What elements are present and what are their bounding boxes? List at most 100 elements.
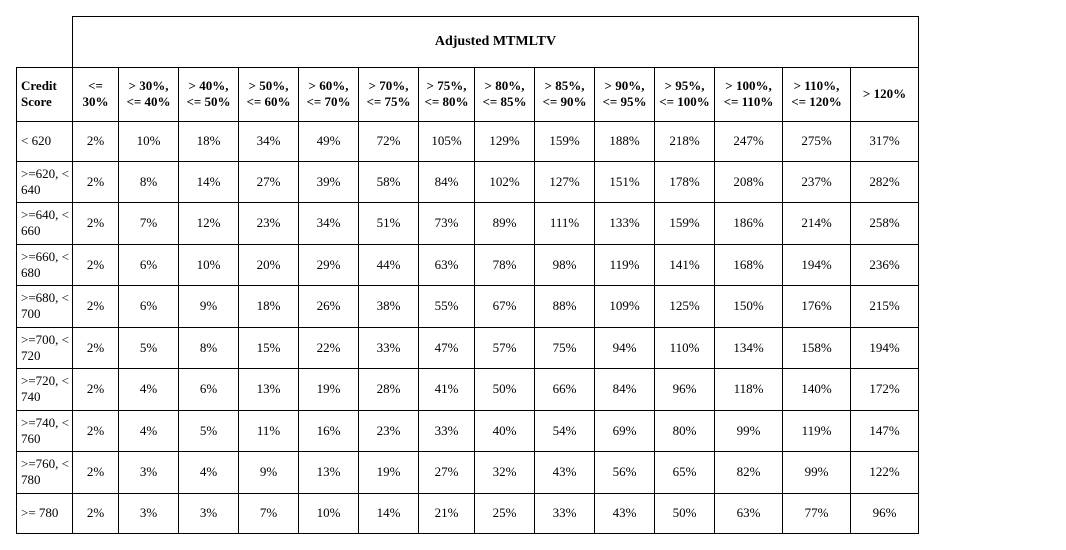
col-header-10: > 95%, <= 100% — [655, 68, 715, 122]
col-header-3: > 50%, <= 60% — [239, 68, 299, 122]
table-row: >=620, < 6402%8%14%27%39%58%84%102%127%1… — [17, 161, 971, 203]
cell-r4-c7: 67% — [475, 286, 535, 328]
cell-r7-c0: 2% — [73, 410, 119, 452]
cell-r1-c5: 58% — [359, 161, 419, 203]
cell-r4-c3: 18% — [239, 286, 299, 328]
cell-r8-c2: 4% — [179, 452, 239, 494]
cell-r0-c6: 105% — [419, 121, 475, 161]
cell-r9-c10: 50% — [655, 493, 715, 533]
cell-r7-c9: 69% — [595, 410, 655, 452]
cell-r2-c4: 34% — [299, 203, 359, 245]
cell-r9-c3: 7% — [239, 493, 299, 533]
cell-r7-c11: 99% — [715, 410, 783, 452]
cell-r3-c5: 44% — [359, 244, 419, 286]
cell-r5-c9: 94% — [595, 327, 655, 369]
cell-r8-c4: 13% — [299, 452, 359, 494]
cell-r8-c13: 122% — [851, 452, 919, 494]
cell-r6-c1: 4% — [119, 369, 179, 411]
cell-r0-c13: 317% — [851, 121, 919, 161]
row-header-2: >=640, < 660 — [17, 203, 73, 245]
cell-r9-c8: 33% — [535, 493, 595, 533]
cell-r3-c11: 168% — [715, 244, 783, 286]
col-header-7: > 80%, <= 85% — [475, 68, 535, 122]
cell-r8-c6: 27% — [419, 452, 475, 494]
cell-r1-c0: 2% — [73, 161, 119, 203]
cell-r1-c11: 208% — [715, 161, 783, 203]
table-row: >=700, < 7202%5%8%15%22%33%47%57%75%94%1… — [17, 327, 971, 369]
cell-r3-c7: 78% — [475, 244, 535, 286]
cell-r6-c0: 2% — [73, 369, 119, 411]
cell-r8-c7: 32% — [475, 452, 535, 494]
cell-r5-c7: 57% — [475, 327, 535, 369]
cell-r7-c4: 16% — [299, 410, 359, 452]
cell-r0-c12: 275% — [783, 121, 851, 161]
cell-r8-c1: 3% — [119, 452, 179, 494]
row-header-5: >=700, < 720 — [17, 327, 73, 369]
cell-r3-c9: 119% — [595, 244, 655, 286]
cell-r3-c13: 236% — [851, 244, 919, 286]
col-header-2: > 40%, <= 50% — [179, 68, 239, 122]
table-row: >=680, < 7002%6%9%18%26%38%55%67%88%109%… — [17, 286, 971, 328]
cell-r5-c3: 15% — [239, 327, 299, 369]
spanner-header: Adjusted MTMLTV — [73, 17, 919, 68]
cell-r4-c12: 176% — [783, 286, 851, 328]
cell-r1-c4: 39% — [299, 161, 359, 203]
cell-r9-c13: 96% — [851, 493, 919, 533]
cell-r5-c8: 75% — [535, 327, 595, 369]
row-header-0: < 620 — [17, 121, 73, 161]
cell-r3-c8: 98% — [535, 244, 595, 286]
cell-r1-c2: 14% — [179, 161, 239, 203]
cell-r6-c7: 50% — [475, 369, 535, 411]
cell-r4-c6: 55% — [419, 286, 475, 328]
header-row: Credit Score <= 30%> 30%, <= 40%> 40%, <… — [17, 68, 971, 122]
cell-r0-c9: 188% — [595, 121, 655, 161]
cell-r3-c0: 2% — [73, 244, 119, 286]
table-row: >=660, < 6802%6%10%20%29%44%63%78%98%119… — [17, 244, 971, 286]
cell-r9-c4: 10% — [299, 493, 359, 533]
cell-r7-c8: 54% — [535, 410, 595, 452]
col-header-8: > 85%, <= 90% — [535, 68, 595, 122]
cell-r7-c10: 80% — [655, 410, 715, 452]
cell-r3-c3: 20% — [239, 244, 299, 286]
row-header-1: >=620, < 640 — [17, 161, 73, 203]
cell-r4-c4: 26% — [299, 286, 359, 328]
cell-r2-c7: 89% — [475, 203, 535, 245]
cell-r9-c9: 43% — [595, 493, 655, 533]
cell-r6-c6: 41% — [419, 369, 475, 411]
cell-r4-c2: 9% — [179, 286, 239, 328]
col-header-9: > 90%, <= 95% — [595, 68, 655, 122]
cell-r2-c0: 2% — [73, 203, 119, 245]
cell-r7-c7: 40% — [475, 410, 535, 452]
cell-r0-c1: 10% — [119, 121, 179, 161]
cell-r0-c11: 247% — [715, 121, 783, 161]
mtmltv-table: Adjusted MTMLTV Credit Score <= 30%> 30%… — [16, 16, 971, 534]
cell-r3-c4: 29% — [299, 244, 359, 286]
topgap-cell — [17, 17, 73, 68]
col-header-13: > 120% — [851, 68, 919, 122]
cell-r9-c1: 3% — [119, 493, 179, 533]
table-row: >=720, < 7402%4%6%13%19%28%41%50%66%84%9… — [17, 369, 971, 411]
cell-r3-c10: 141% — [655, 244, 715, 286]
cell-r6-c2: 6% — [179, 369, 239, 411]
cell-r6-c10: 96% — [655, 369, 715, 411]
cell-r5-c0: 2% — [73, 327, 119, 369]
cell-r3-c1: 6% — [119, 244, 179, 286]
cell-r9-c12: 77% — [783, 493, 851, 533]
cell-r5-c5: 33% — [359, 327, 419, 369]
cell-r5-c6: 47% — [419, 327, 475, 369]
table-row: >=640, < 6602%7%12%23%34%51%73%89%111%13… — [17, 203, 971, 245]
cell-r7-c3: 11% — [239, 410, 299, 452]
cell-r5-c1: 5% — [119, 327, 179, 369]
cell-r2-c5: 51% — [359, 203, 419, 245]
cell-r6-c13: 172% — [851, 369, 919, 411]
cell-r0-c0: 2% — [73, 121, 119, 161]
cell-r8-c12: 99% — [783, 452, 851, 494]
cell-r8-c5: 19% — [359, 452, 419, 494]
cell-r2-c13: 258% — [851, 203, 919, 245]
cell-r2-c8: 111% — [535, 203, 595, 245]
cell-r5-c13: 194% — [851, 327, 919, 369]
cell-r6-c5: 28% — [359, 369, 419, 411]
cell-r6-c9: 84% — [595, 369, 655, 411]
cell-r8-c8: 43% — [535, 452, 595, 494]
cell-r5-c10: 110% — [655, 327, 715, 369]
